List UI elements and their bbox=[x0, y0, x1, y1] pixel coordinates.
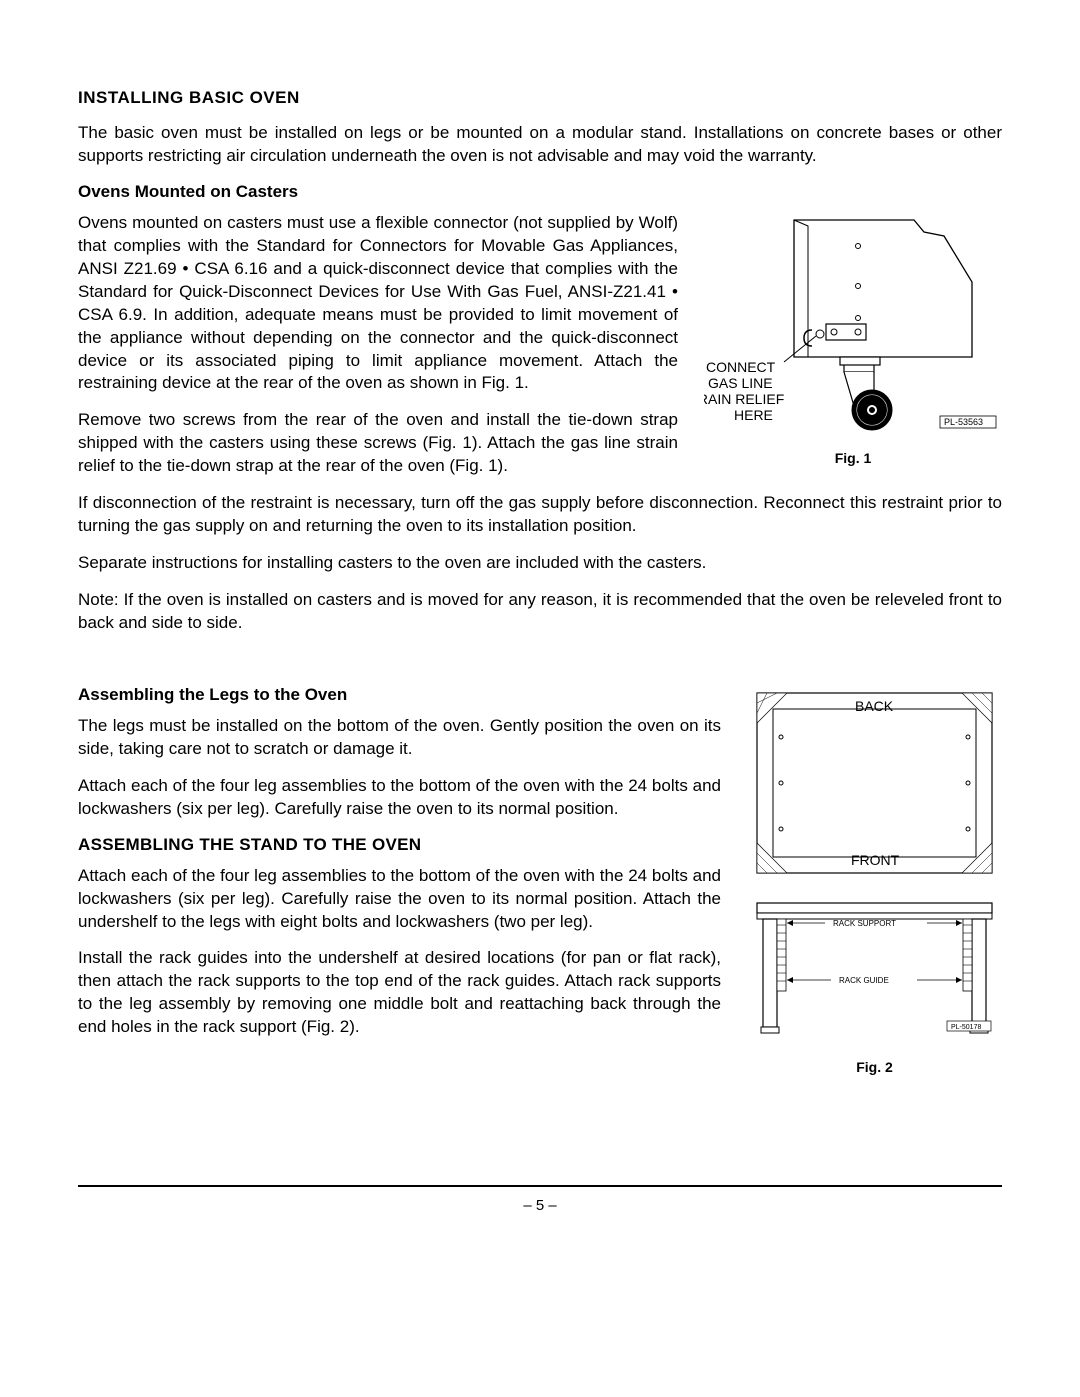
section-heading-stand: ASSEMBLING THE STAND TO THE OVEN bbox=[78, 835, 721, 855]
para-6: Note: If the oven is installed on caster… bbox=[78, 589, 1002, 635]
para-7: The legs must be installed on the bottom… bbox=[78, 715, 721, 761]
figure-1: CONNECT GAS LINE STRAIN RELIEF HERE PL-5… bbox=[704, 212, 1002, 436]
fig2-label-rack-guide: RACK GUIDE bbox=[839, 976, 889, 985]
figure-2: BACK FRONT bbox=[747, 685, 1002, 1045]
page-number: – 5 – bbox=[78, 1197, 1002, 1214]
fig1-label-line1: CONNECT bbox=[706, 359, 776, 375]
subheading-legs: Assembling the Legs to the Oven bbox=[78, 685, 721, 705]
fig1-label-line3: STRAIN RELIEF bbox=[704, 391, 784, 407]
figure-1-caption: Fig. 1 bbox=[704, 450, 1002, 466]
fig2-label-front: FRONT bbox=[851, 852, 900, 868]
para-2: Ovens mounted on casters must use a flex… bbox=[78, 212, 678, 396]
subheading-casters: Ovens Mounted on Casters bbox=[78, 182, 1002, 202]
fig1-partnum: PL-53563 bbox=[944, 417, 983, 427]
figure-2-caption: Fig. 2 bbox=[747, 1059, 1002, 1075]
para-1: The basic oven must be installed on legs… bbox=[78, 122, 1002, 168]
para-5: Separate instructions for installing cas… bbox=[78, 552, 1002, 575]
para-4: If disconnection of the restraint is nec… bbox=[78, 492, 1002, 538]
fig2-partnum: PL-50178 bbox=[951, 1024, 981, 1031]
fig1-label-line2: GAS LINE bbox=[708, 375, 773, 391]
fig2-label-back: BACK bbox=[855, 698, 894, 714]
para-10: Install the rack guides into the undersh… bbox=[78, 947, 721, 1039]
para-8: Attach each of the four leg assemblies t… bbox=[78, 775, 721, 821]
section-heading-installing: INSTALLING BASIC OVEN bbox=[78, 88, 1002, 108]
para-9: Attach each of the four leg assemblies t… bbox=[78, 865, 721, 934]
fig2-label-rack-support: RACK SUPPORT bbox=[833, 919, 896, 928]
fig1-label-line4: HERE bbox=[734, 407, 773, 423]
para-3: Remove two screws from the rear of the o… bbox=[78, 409, 678, 478]
footer-rule bbox=[78, 1185, 1002, 1187]
